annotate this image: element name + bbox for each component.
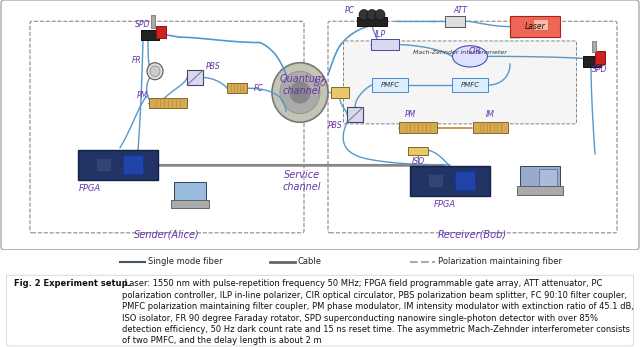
Bar xyxy=(399,122,437,133)
Bar xyxy=(592,41,596,52)
Bar xyxy=(445,16,465,27)
Text: PC: PC xyxy=(345,6,355,15)
Bar xyxy=(452,78,488,93)
Text: PBS: PBS xyxy=(328,121,342,130)
Circle shape xyxy=(359,10,369,20)
Bar xyxy=(517,186,563,195)
Text: Laser: 1550 nm with pulse-repetition frequency 50 MHz; FPGA field programmable g: Laser: 1550 nm with pulse-repetition fre… xyxy=(122,279,634,346)
Text: ISO: ISO xyxy=(412,157,424,166)
Text: PM: PM xyxy=(136,91,148,100)
Bar xyxy=(410,166,490,196)
Bar xyxy=(331,87,349,98)
Bar xyxy=(171,200,209,209)
Text: PBS: PBS xyxy=(205,62,220,71)
FancyBboxPatch shape xyxy=(1,0,639,250)
Bar xyxy=(149,98,187,109)
Bar xyxy=(539,169,557,186)
Bar xyxy=(151,15,155,28)
Text: FPGA: FPGA xyxy=(79,184,101,193)
Text: ILP: ILP xyxy=(374,29,385,39)
Bar xyxy=(78,150,158,180)
Text: SPD: SPD xyxy=(592,65,608,74)
Bar xyxy=(408,147,428,155)
Text: Mach-Zehnder interferometer: Mach-Zehnder interferometer xyxy=(413,50,507,55)
Bar xyxy=(520,166,560,194)
Text: FPGA: FPGA xyxy=(434,200,456,209)
Text: PM: PM xyxy=(404,110,415,119)
Text: Laser: Laser xyxy=(525,22,545,31)
Bar xyxy=(187,70,203,85)
Circle shape xyxy=(367,10,377,20)
Bar xyxy=(95,159,111,171)
Text: Single mode fiber: Single mode fiber xyxy=(148,257,223,266)
Circle shape xyxy=(280,71,320,114)
Text: Sender(Alice): Sender(Alice) xyxy=(134,230,200,240)
Text: ATT: ATT xyxy=(453,6,467,15)
Circle shape xyxy=(272,63,328,122)
Text: CIR: CIR xyxy=(468,46,481,56)
Ellipse shape xyxy=(452,46,488,67)
Text: ISO: ISO xyxy=(314,79,326,88)
FancyBboxPatch shape xyxy=(344,41,577,124)
Bar xyxy=(371,39,399,50)
Text: FC: FC xyxy=(254,84,264,93)
Bar xyxy=(372,78,408,93)
Text: Quantum
channel: Quantum channel xyxy=(279,74,324,96)
Bar xyxy=(357,17,387,26)
Bar xyxy=(455,171,475,190)
Bar xyxy=(227,84,247,93)
FancyBboxPatch shape xyxy=(6,275,634,346)
Text: FR: FR xyxy=(132,56,142,65)
Circle shape xyxy=(290,82,310,103)
Circle shape xyxy=(147,63,163,80)
Bar xyxy=(532,19,547,30)
Text: Polarization maintaining fiber: Polarization maintaining fiber xyxy=(438,257,562,266)
Bar xyxy=(123,155,143,174)
Bar xyxy=(428,174,442,187)
Bar xyxy=(510,16,560,37)
Bar xyxy=(583,56,601,67)
Bar xyxy=(174,182,206,205)
Bar xyxy=(347,107,363,122)
Bar xyxy=(141,30,159,40)
Circle shape xyxy=(150,66,160,77)
Bar xyxy=(472,122,508,133)
Bar xyxy=(156,26,166,38)
Text: PMFC: PMFC xyxy=(460,82,479,88)
Text: Receiver(Bob): Receiver(Bob) xyxy=(437,230,507,240)
FancyBboxPatch shape xyxy=(30,21,304,233)
Text: Service
channel: Service channel xyxy=(283,170,321,192)
Text: Fig. 2 Experiment setup.: Fig. 2 Experiment setup. xyxy=(14,279,131,288)
Bar xyxy=(595,51,605,64)
Text: SPD: SPD xyxy=(135,20,150,29)
Text: PMFC: PMFC xyxy=(380,82,399,88)
Text: Cable: Cable xyxy=(298,257,322,266)
FancyBboxPatch shape xyxy=(328,21,617,233)
Circle shape xyxy=(375,10,385,20)
Text: IM: IM xyxy=(486,110,495,119)
